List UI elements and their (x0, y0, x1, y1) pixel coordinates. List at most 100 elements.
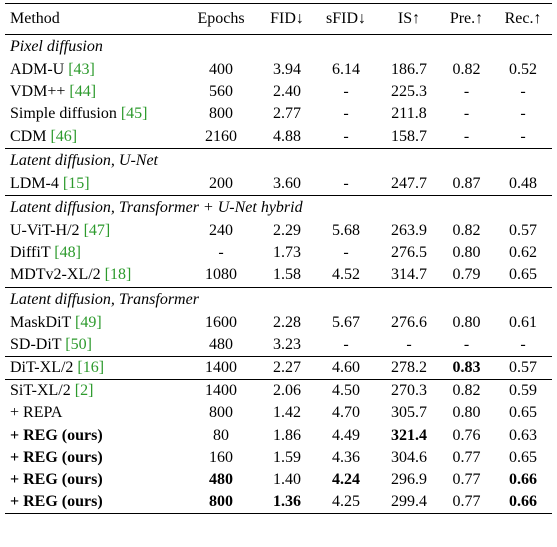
recall-cell: 0.65 (509, 404, 537, 422)
table-row: U-ViT-H/2 [47] 240 2.29 5.68 263.9 0.82 0.57 (5, 220, 552, 242)
citation-link[interactable]: [46] (50, 127, 78, 145)
method-name: SD-DiT (10, 335, 62, 353)
method-cell: DiT-XL/2 [16] (5, 355, 181, 380)
sfid-cell: - (343, 105, 349, 123)
sfid-cell: 4.24 (332, 470, 360, 488)
table-row: SD-DiT [50] 480 3.23 - - - - (5, 334, 552, 357)
precision-cell: 0.77 (452, 470, 481, 488)
header-row: Method Epochs FID↓ sFID↓ IS↑ Pre.↑ Rec.↑ (5, 3, 552, 35)
method-cell: SiT-XL/2 [2] (5, 379, 181, 403)
method-cell: MDTv2-XL/2 [18] (5, 264, 181, 287)
epochs-cell: 1080 (205, 266, 237, 284)
fid-cell: 1.73 (273, 244, 301, 262)
citation-link[interactable]: [43] (68, 61, 95, 79)
precision-cell: 0.77 (439, 491, 494, 515)
header-epochs: Epochs (181, 3, 261, 35)
sfid-cell: 4.50 (313, 379, 379, 403)
citation-link[interactable]: [15] (62, 174, 90, 192)
recall-cell: 0.62 (509, 244, 537, 262)
fid-cell: 3.94 (273, 61, 301, 79)
fid-cell: 4.88 (273, 127, 301, 145)
is-cell: 305.7 (391, 404, 427, 422)
table-row: + REG (ours) 80 1.86 4.49 321.4 0.76 0.63 (5, 424, 552, 446)
precision-cell: 0.82 (452, 222, 481, 240)
sfid-cell: 4.49 (332, 426, 360, 444)
method-name: + REG (ours) (10, 470, 103, 488)
header-is: IS↑ (379, 3, 439, 35)
precision-cell: 0.80 (452, 313, 481, 331)
table-row: SiT-XL/2 [2] 1400 2.06 4.50 270.3 0.82 0.59 (5, 379, 552, 403)
header-sfid: sFID↓ (313, 3, 379, 35)
is-cell: 276.6 (391, 313, 427, 331)
sfid-cell: 4.60 (313, 355, 379, 380)
section-header-row: Latent diffusion, Transformer + U-Net hy… (5, 194, 552, 220)
citation-link[interactable]: [18] (104, 266, 132, 284)
is-cell: 296.9 (391, 470, 427, 488)
recall-cell: 0.66 (509, 470, 537, 488)
table-row: MaskDiT [49] 1600 2.28 5.67 276.6 0.80 0.61 (5, 312, 552, 334)
method-cell: + REPA (5, 402, 181, 424)
fid-cell: 2.29 (273, 222, 301, 240)
method-name: + REG (ours) (10, 448, 103, 466)
method-name: DiT-XL/2 (10, 358, 74, 376)
epochs-cell: 1400 (181, 355, 261, 380)
method-name: Simple diffusion (10, 105, 117, 123)
fid-cell: 1.36 (261, 491, 313, 515)
method-cell: U-ViT-H/2 [47] (5, 220, 181, 242)
is-cell: 225.3 (391, 83, 427, 101)
table-row: + REG (ours) 480 1.40 4.24 296.9 0.77 0.66 (5, 469, 552, 491)
fid-cell: 1.42 (273, 404, 301, 422)
citation-link[interactable]: [2] (74, 382, 94, 400)
method-cell: SD-DiT [50] (5, 334, 181, 357)
citation-link[interactable]: [49] (75, 313, 102, 331)
method-cell: VDM++ [44] (5, 81, 181, 103)
sfid-cell: 4.70 (332, 404, 360, 422)
epochs-cell: 400 (209, 61, 233, 79)
recall-cell: 0.52 (509, 61, 537, 79)
method-name: CDM (10, 127, 47, 145)
epochs-cell: 480 (209, 335, 233, 353)
fid-cell: 2.77 (273, 105, 301, 123)
citation-link[interactable]: [45] (120, 105, 148, 123)
sfid-cell: 5.67 (332, 313, 360, 331)
fid-cell: 3.60 (273, 174, 301, 192)
fid-cell: 2.27 (261, 355, 313, 380)
method-name: ADM-U (10, 61, 65, 79)
citation-link[interactable]: [48] (54, 244, 81, 262)
precision-cell: 0.76 (452, 426, 481, 444)
epochs-cell: 560 (209, 83, 233, 101)
citation-link[interactable]: [47] (83, 222, 111, 240)
recall-cell: 0.57 (494, 355, 552, 380)
method-cell: + REG (ours) (5, 491, 181, 515)
epochs-cell: 2160 (205, 127, 237, 145)
is-cell: 158.7 (391, 127, 427, 145)
is-cell: 247.7 (391, 174, 427, 192)
table-row: Simple diffusion [45] 800 2.77 - 211.8 - - (5, 103, 552, 125)
recall-cell: - (520, 83, 526, 101)
fid-cell: 2.28 (273, 313, 301, 331)
table-row: LDM-4 [15] 200 3.60 - 247.7 0.87 0.48 (5, 173, 552, 196)
method-name: SiT-XL/2 (10, 382, 71, 400)
is-cell: 263.9 (391, 222, 427, 240)
precision-cell: 0.80 (452, 244, 481, 262)
section-title: Latent diffusion, Transformer (5, 286, 552, 312)
fid-cell: 1.86 (273, 426, 301, 444)
precision-cell: - (463, 83, 470, 101)
citation-link[interactable]: [16] (77, 358, 105, 376)
method-name: U-ViT-H/2 (10, 222, 80, 240)
method-name: + REG (ours) (10, 493, 103, 511)
sfid-cell: - (343, 127, 349, 145)
recall-cell: - (520, 127, 526, 145)
sfid-cell: 5.68 (332, 222, 360, 240)
recall-cell: 0.65 (509, 266, 537, 284)
section-header-row: Latent diffusion, U-Net (5, 147, 552, 173)
recall-cell: 0.59 (494, 379, 552, 403)
precision-cell: 0.83 (439, 355, 494, 380)
citation-link[interactable]: [44] (69, 83, 97, 101)
method-cell: DiffiT [48] (5, 242, 181, 264)
fid-cell: 1.59 (273, 448, 301, 466)
is-cell: 321.4 (391, 426, 427, 444)
epochs-cell: 200 (209, 174, 233, 192)
epochs-cell: 800 (181, 491, 261, 515)
citation-link[interactable]: [50] (65, 335, 92, 353)
